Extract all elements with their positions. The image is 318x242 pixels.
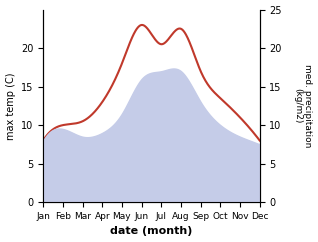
Y-axis label: med. precipitation
(kg/m2): med. precipitation (kg/m2) [293,64,313,148]
X-axis label: date (month): date (month) [110,227,193,236]
Y-axis label: max temp (C): max temp (C) [5,72,16,140]
